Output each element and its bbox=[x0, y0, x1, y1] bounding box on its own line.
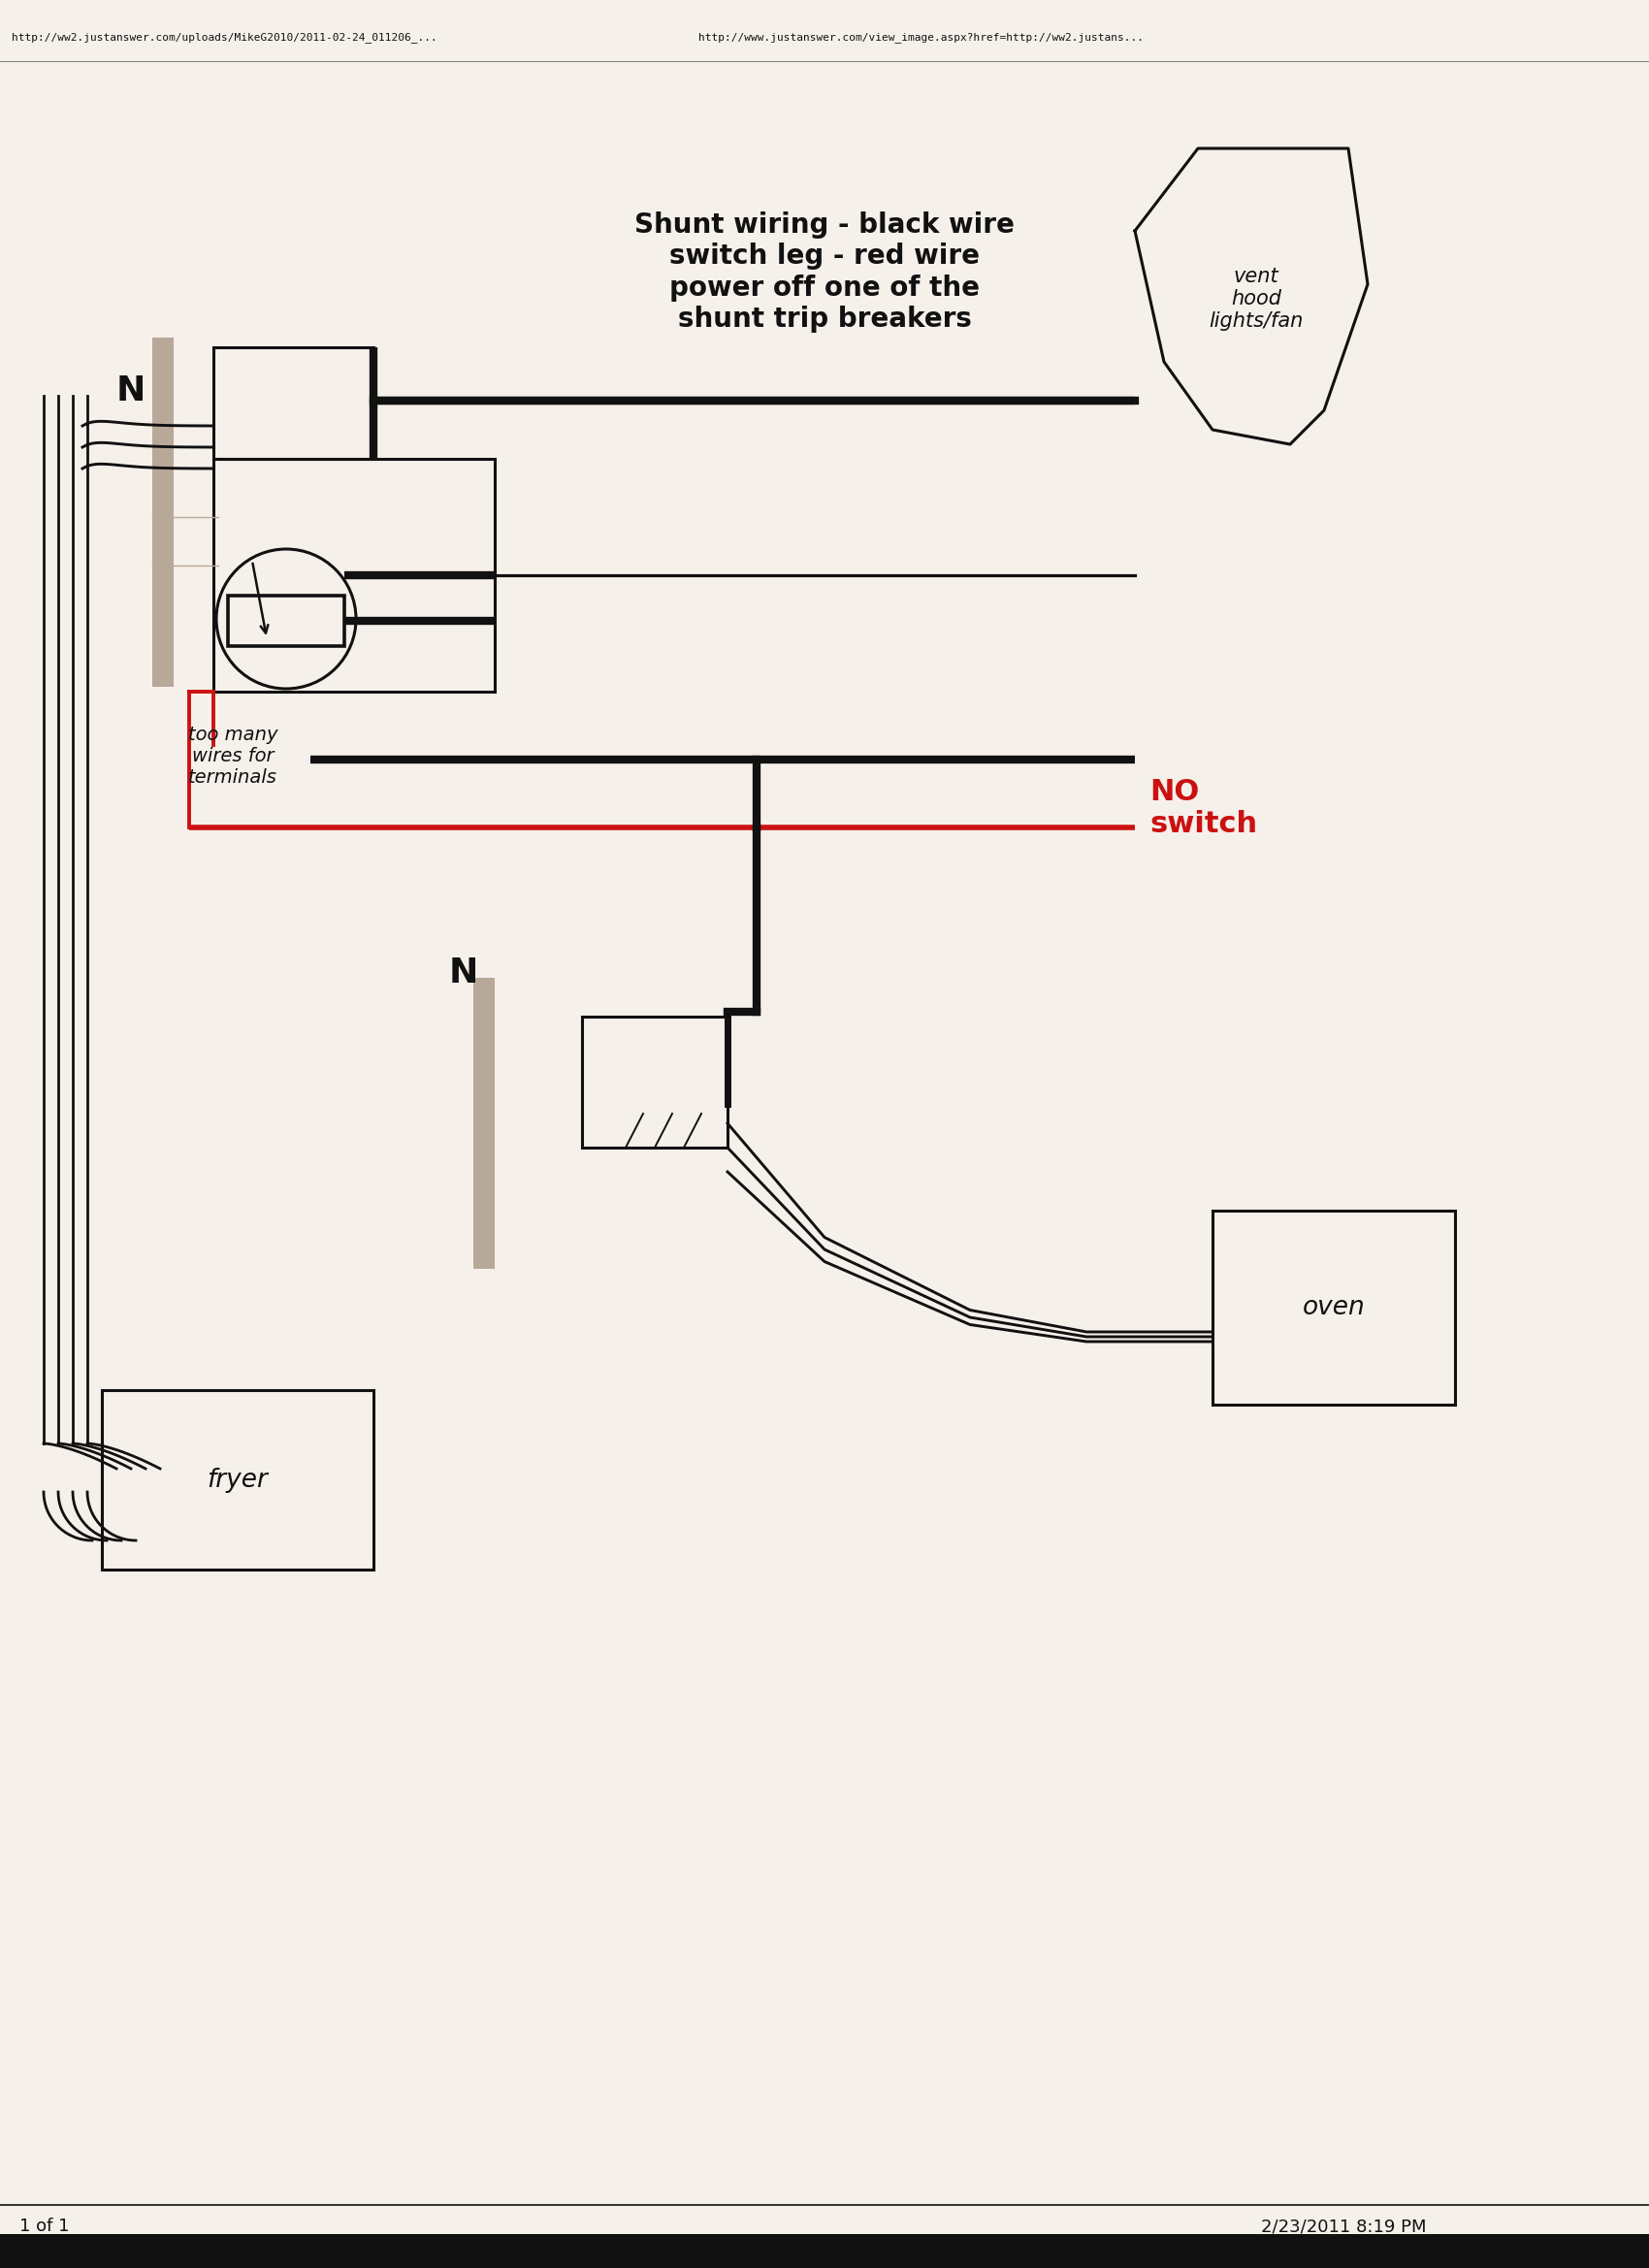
Text: N: N bbox=[115, 374, 145, 408]
Bar bbox=[1212, 1211, 1454, 1404]
Bar bbox=[213, 347, 373, 458]
Bar bbox=[102, 1390, 373, 1569]
Text: Shunt wiring - black wire
switch leg - red wire
power off one of the
shunt trip : Shunt wiring - black wire switch leg - r… bbox=[635, 211, 1014, 333]
Text: 1 of 1: 1 of 1 bbox=[20, 2218, 69, 2234]
Text: N: N bbox=[449, 957, 478, 989]
Text: http://ww2.justanswer.com/uploads/MikeG2010/2011-02-24_011206_...: http://ww2.justanswer.com/uploads/MikeG2… bbox=[12, 32, 437, 43]
Text: 2/23/2011 8:19 PM: 2/23/2011 8:19 PM bbox=[1261, 2218, 1426, 2234]
Text: vent
hood
lights/fan: vent hood lights/fan bbox=[1209, 268, 1303, 331]
Bar bbox=[213, 458, 495, 692]
Bar bbox=[228, 596, 345, 646]
Text: fryer: fryer bbox=[208, 1467, 269, 1492]
Text: oven: oven bbox=[1303, 1295, 1365, 1320]
Bar bbox=[152, 338, 173, 687]
Text: too many
wires for
terminals: too many wires for terminals bbox=[188, 726, 277, 787]
Text: NO
switch: NO switch bbox=[1149, 778, 1257, 839]
Bar bbox=[473, 978, 495, 1268]
Text: http://www.justanswer.com/view_image.aspx?href=http://ww2.justans...: http://www.justanswer.com/view_image.asp… bbox=[699, 32, 1144, 43]
Bar bbox=[0, 2234, 1649, 2268]
Bar bbox=[582, 1016, 727, 1148]
